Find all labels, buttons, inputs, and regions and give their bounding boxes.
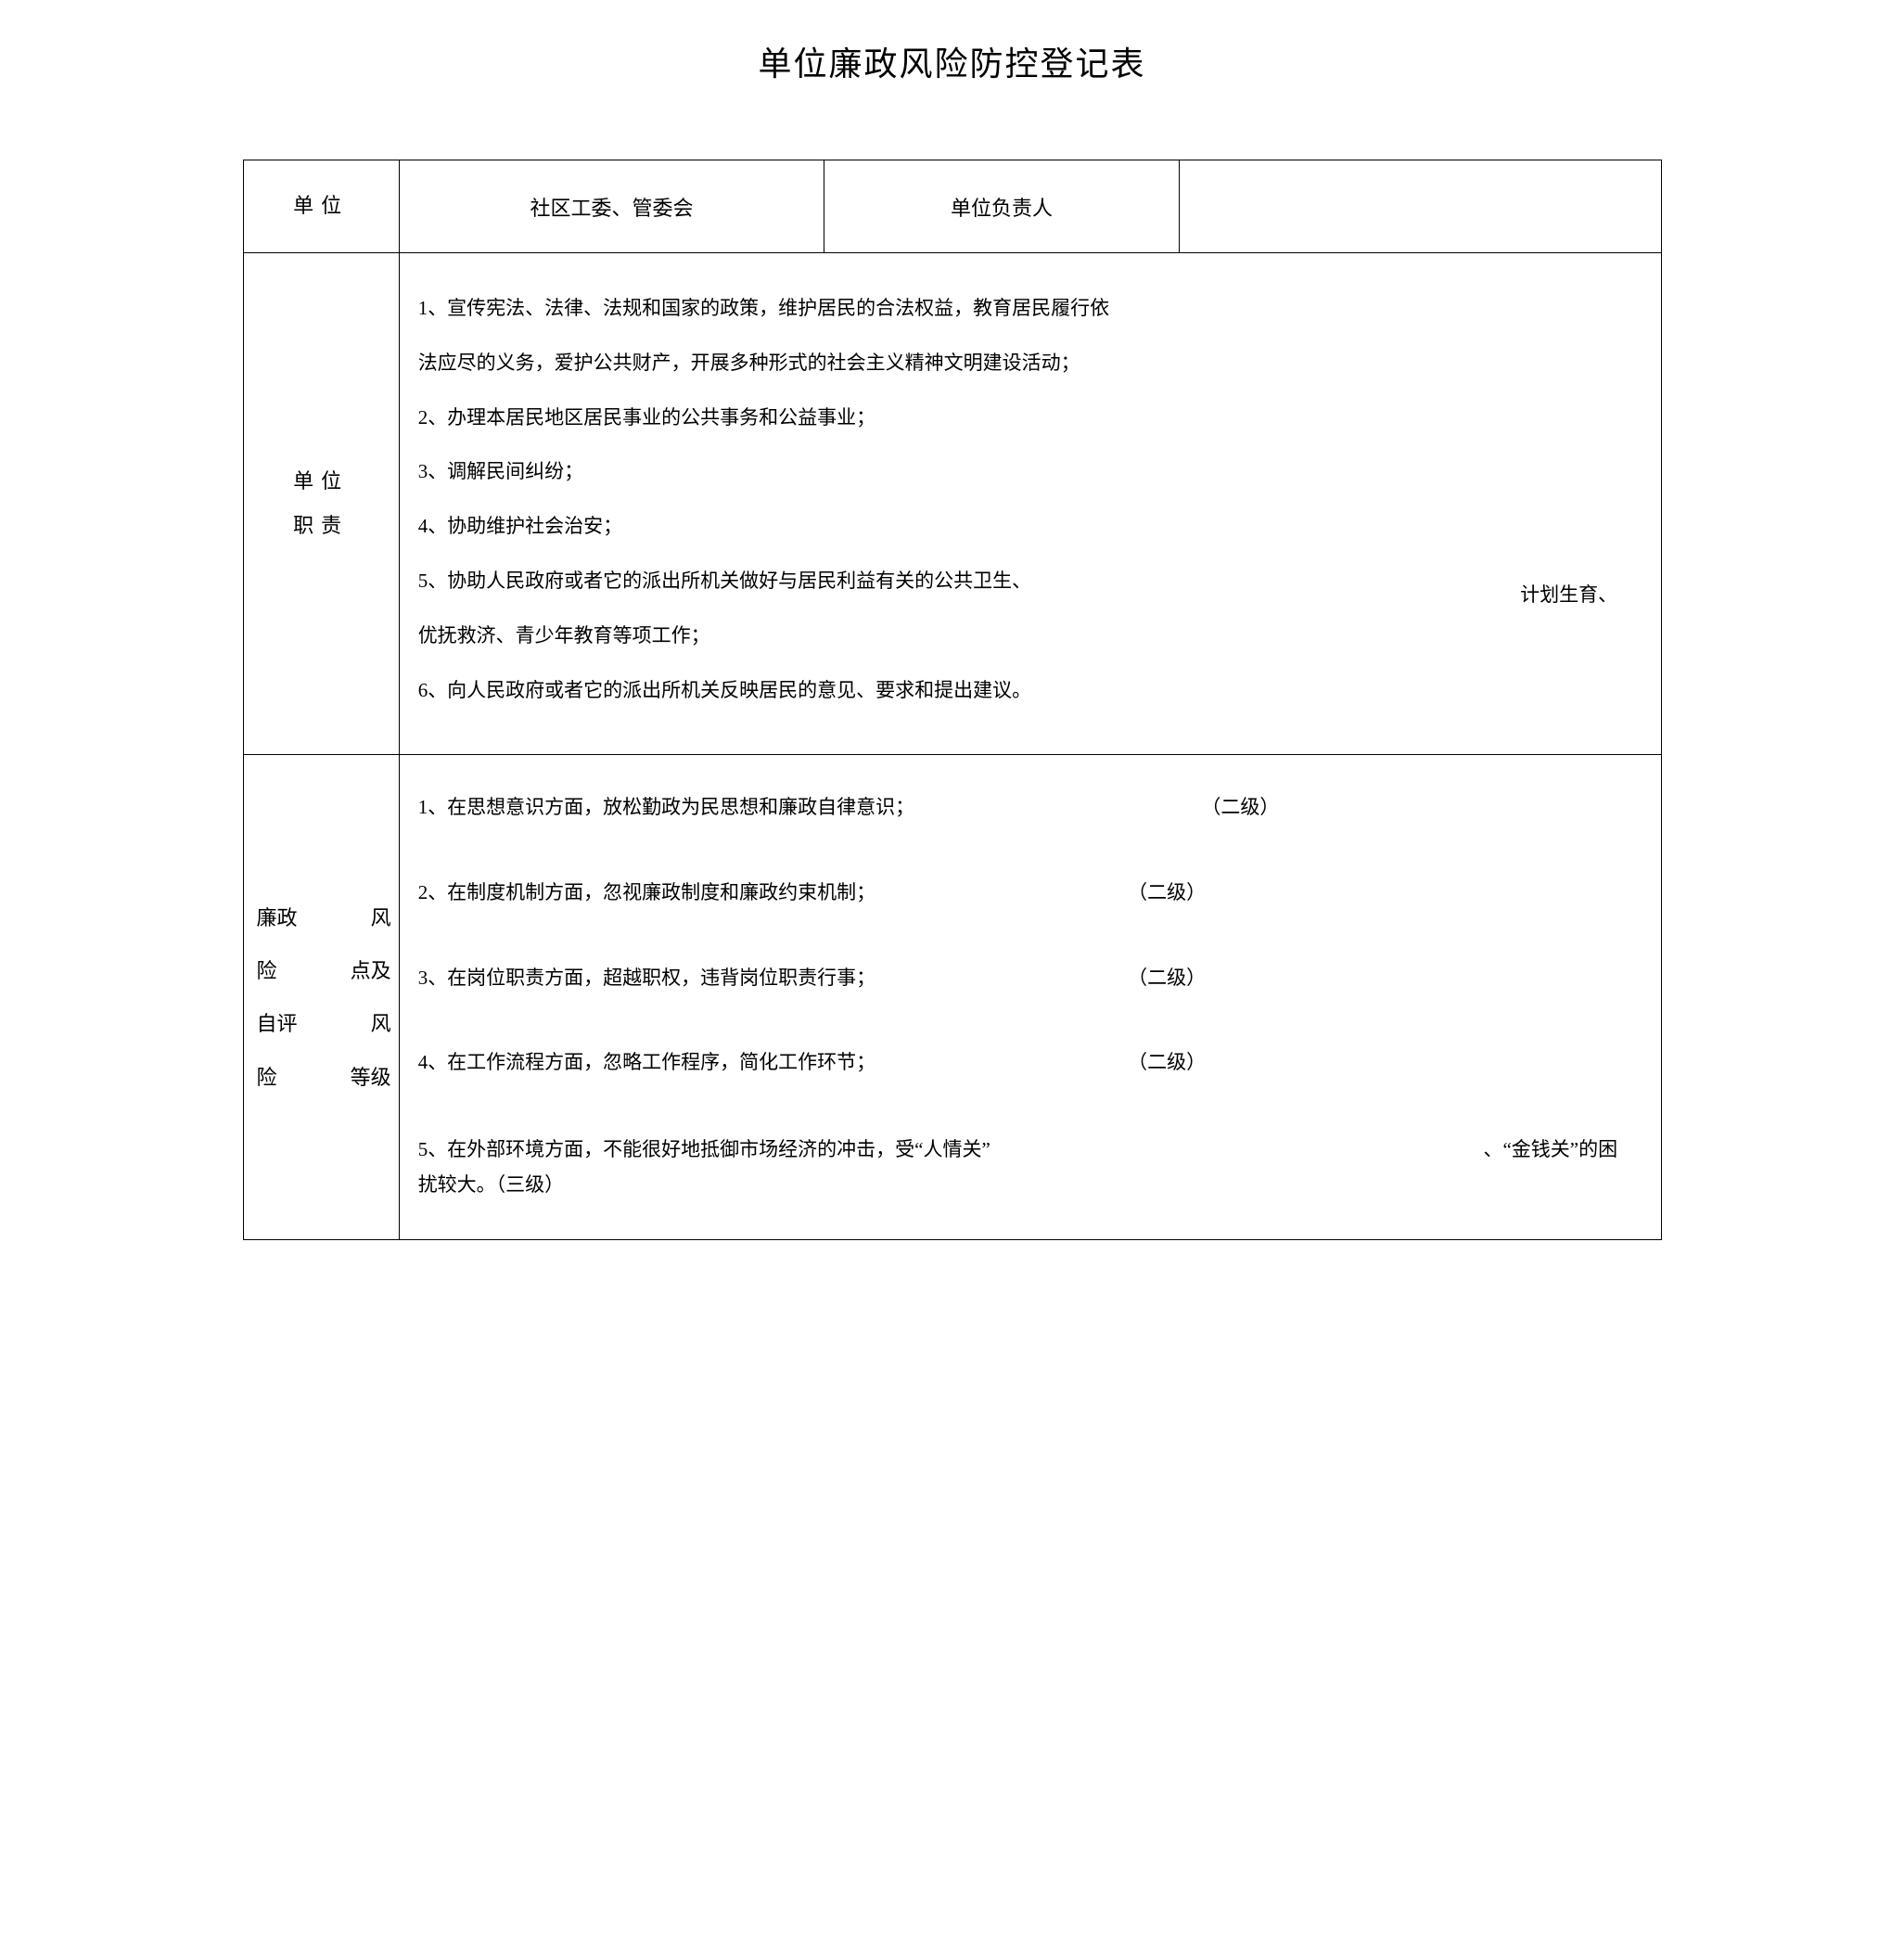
duties-wrap: 1、宣传宪法、法律、法规和国家的政策，维护居民的合法权益，教育居民履行依 法应尽… [418,281,1642,717]
risks-content-cell: 1、在思想意识方面，放松勤政为民思想和廉政自律意识； （二级） 2、在制度机制方… [399,755,1661,1240]
risk-text: 2、在制度机制方面，忽视廉政制度和廉政约束机制； [418,877,876,909]
risk-level: （二级） [1128,963,1206,994]
duties-label-1: 单位 [253,459,390,504]
duty-item-right: 计划生育、 [1520,580,1617,608]
leader-value-cell [1179,160,1661,253]
risk-level: （二级） [1201,792,1279,824]
risks-label-line: 廉政 风 [257,891,391,944]
risk-item-last: 5、在外部环境方面，不能很好地抵御市场经济的冲击，受“人情关” 、“金钱关”的困… [418,1133,1642,1203]
risk-level: （二级） [1128,877,1206,909]
duties-label-2: 职责 [253,504,390,548]
risks-row: 廉政 风 险 点及 自评 风 险 等级 1 [243,755,1661,1240]
risks-label-part: 风 [371,997,391,1050]
leader-label-cell: 单位负责人 [824,160,1179,253]
risks-label-part: 风 [371,891,391,944]
risks-label-part: 等级 [351,1051,391,1104]
risks-label-part: 点及 [351,944,391,997]
risk-text: 3、在岗位职责方面，超越职权，违背岗位职责行事； [418,963,876,994]
risks-label-part: 险 [257,1051,277,1104]
risks-wrap: 1、在思想意识方面，放松勤政为民思想和廉政自律意识； （二级） 2、在制度机制方… [418,783,1642,1202]
duty-item: 3、调解民间纠纷； [418,444,1311,499]
risk-text: 5、在外部环境方面，不能很好地抵御市场经济的冲击，受“人情关” [418,1138,990,1160]
duty-item: 优抚救济、青少年教育等项工作； [418,608,1311,663]
risks-label-cell: 廉政 风 险 点及 自评 风 险 等级 [243,755,399,1240]
main-table: 单位 社区工委、管委会 单位负责人 单位 职责 1、宣传宪法、法律、法规和国家的… [243,160,1662,1240]
duties-list: 1、宣传宪法、法律、法规和国家的政策，维护居民的合法权益，教育居民履行依 法应尽… [418,281,1311,717]
risks-label-line: 险 点及 [257,944,391,997]
risk-text-right: 、“金钱关”的困 [1483,1133,1617,1168]
duties-row: 单位 职责 1、宣传宪法、法律、法规和国家的政策，维护居民的合法权益，教育居民履… [243,253,1661,755]
header-row: 单位 社区工委、管委会 单位负责人 [243,160,1661,253]
risks-label-line: 自评 风 [257,997,391,1050]
risks-label-part: 险 [257,944,277,997]
duty-item: 6、向人民政府或者它的派出所机关反映居民的意见、要求和提出建议。 [418,663,1311,718]
duty-item: 2、办理本居民地区居民事业的公共事务和公益事业； [418,391,1311,445]
unit-value-cell: 社区工委、管委会 [399,160,824,253]
duty-item: 法应尽的义务，爱护公共财产，开展多种形式的社会主义精神文明建设活动； [418,336,1311,391]
duty-item: 4、协助维护社会治安； [418,499,1311,554]
risk-text: 1、在思想意识方面，放松勤政为民思想和廉政自律意识； [418,792,915,824]
duties-content-cell: 1、宣传宪法、法律、法规和国家的政策，维护居民的合法权益，教育居民履行依 法应尽… [399,253,1661,755]
duty-item: 1、宣传宪法、法律、法规和国家的政策，维护居民的合法权益，教育居民履行依 [418,281,1311,336]
risks-label-part: 自评 [257,997,298,1050]
duty-item: 5、协助人民政府或者它的派出所机关做好与居民利益有关的公共卫生、 [418,554,1311,608]
risk-item: 3、在岗位职责方面，超越职权，违背岗位职责行事； （二级） [418,963,1642,994]
risk-level: （二级） [1128,1047,1206,1079]
risk-text: 扰较大。（三级） [418,1168,1642,1203]
unit-label-cell: 单位 [243,160,399,253]
risk-item: 4、在工作流程方面，忽略工作程序，简化工作环节； （二级） [418,1047,1642,1079]
risks-label-line: 险 等级 [257,1051,391,1104]
unit-label: 单位 [293,194,349,217]
risks-label-part: 廉政 [257,891,298,944]
page-title: 单位廉政风险防控登记表 [118,37,1787,85]
risk-item: 2、在制度机制方面，忽视廉政制度和廉政约束机制； （二级） [418,877,1642,909]
risk-text: 4、在工作流程方面，忽略工作程序，简化工作环节； [418,1047,876,1079]
risk-item: 1、在思想意识方面，放松勤政为民思想和廉政自律意识； （二级） [418,792,1642,824]
duties-label-cell: 单位 职责 [243,253,399,755]
